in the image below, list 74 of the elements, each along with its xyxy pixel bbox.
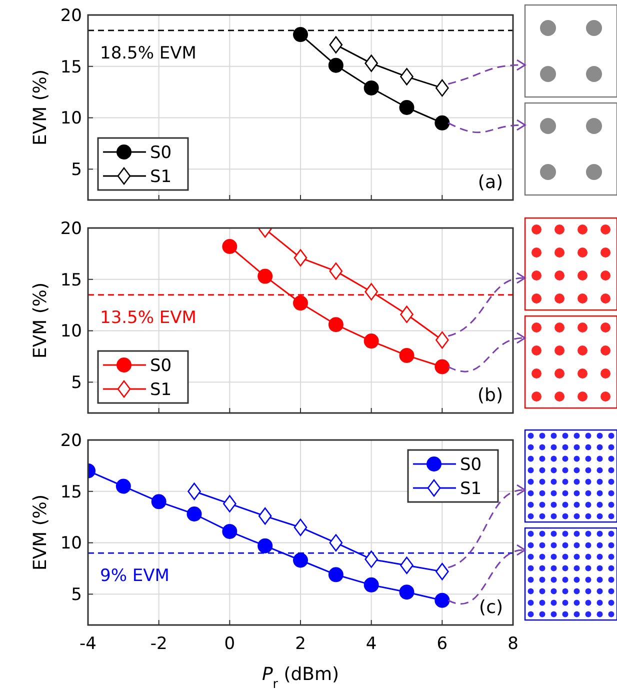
point [329,534,343,552]
point [364,577,379,592]
y-tick-label: 10 [60,108,82,129]
point [222,524,238,539]
point [399,100,414,115]
point [399,584,414,600]
point [436,562,449,580]
point [400,306,414,323]
x-tick-label: -4 [80,634,96,654]
y-tick-label: 10 [60,534,82,554]
y-tick-label: 15 [60,57,82,78]
point [364,54,378,72]
point [223,495,236,512]
x-tick-label: 6 [436,634,448,654]
point [436,79,449,97]
x-axis-title: P$_{r}$ (dBm) [262,664,340,690]
point [328,567,344,582]
legend-label: S0 [150,356,172,376]
point [328,317,344,332]
point [400,556,414,574]
legend-label: S0 [150,142,172,163]
annotation: (b) [478,385,503,406]
y-tick-label: 10 [60,322,82,342]
y-tick-label: 15 [60,270,82,290]
point [188,482,201,500]
y-tick-label: 5 [71,160,82,180]
y-tick-label: 20 [60,430,82,451]
ref-line-label: 13.5% EVM [100,308,196,328]
point [364,80,379,96]
x-tick-label: -2 [150,634,168,654]
point [400,68,414,86]
point [186,506,202,522]
y-axis-title: EVM (%) [30,69,51,146]
point [294,518,308,536]
legend-label: S1 [150,380,172,400]
y-tick-label: 15 [60,482,82,502]
point [258,507,272,525]
point [434,359,450,374]
point [364,283,378,300]
point [293,27,308,42]
point [329,36,343,54]
point [293,296,308,311]
legend-label: S1 [460,478,482,499]
x-tick-label: 2 [295,634,306,654]
point [434,115,450,130]
point [222,239,238,254]
y-tick-label: 20 [60,218,82,239]
x-tick-label: 0 [224,634,236,654]
y-axis-title: EVM (%) [30,282,51,359]
point [293,552,308,568]
point [364,334,379,349]
point [436,331,449,349]
point [294,249,308,266]
y-tick-label: 20 [60,6,82,26]
annotation: (a) [478,172,503,193]
point [329,262,343,280]
point [258,538,273,554]
x-tick-label: 8 [508,634,518,654]
point [434,592,450,608]
annotation: (c) [479,597,503,618]
y-tick-label: 5 [71,585,82,606]
y-axis-title: EVM (%) [30,494,51,571]
ref-line-label: 9% EVM [100,566,170,586]
point [151,494,166,510]
x-tick-label: 4 [366,634,377,654]
legend-label: S1 [150,166,172,187]
point [258,268,273,284]
point [364,550,378,568]
ref-line-label: 18.5% EVM [100,43,196,64]
y-tick-label: 5 [71,373,82,394]
point [399,348,414,363]
point [116,478,131,494]
point [328,58,344,73]
legend-label: S0 [460,454,482,475]
